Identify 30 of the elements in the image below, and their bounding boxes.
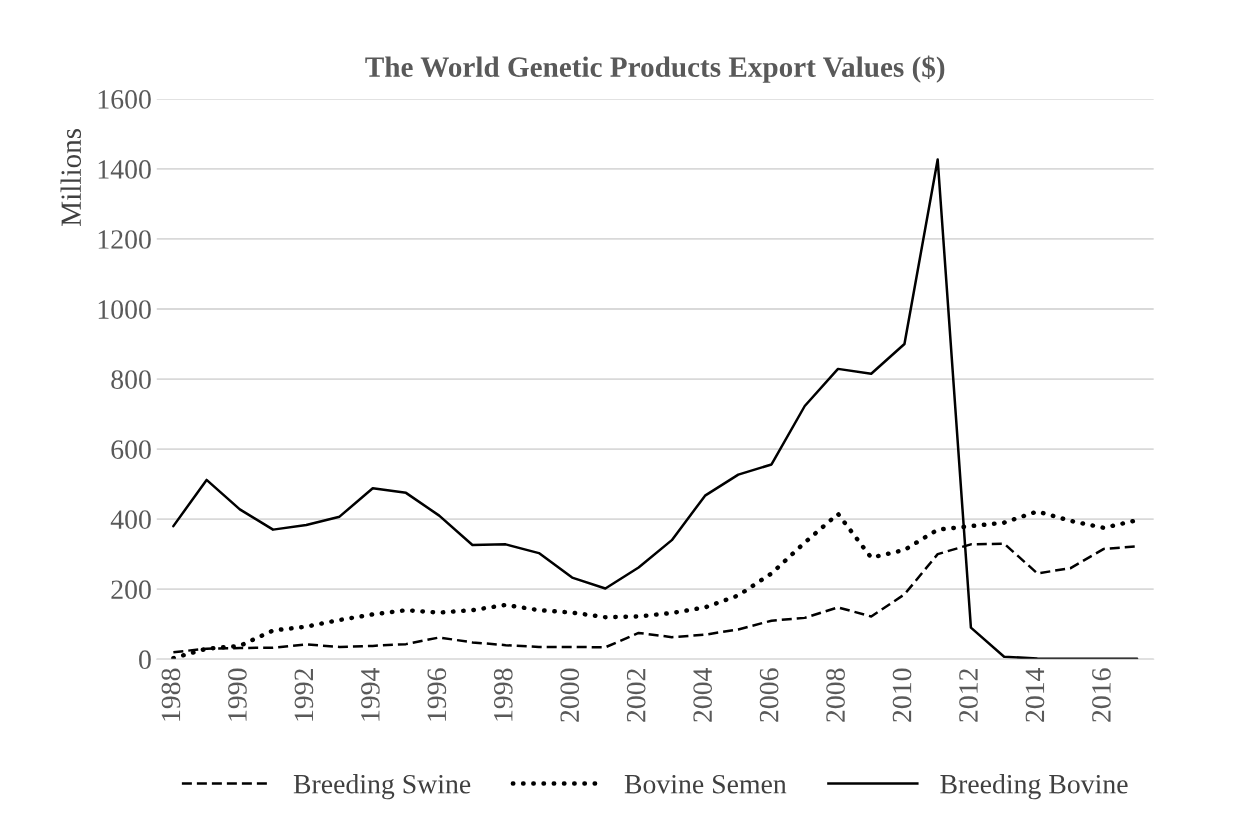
- y-axis-title: Millions: [60, 128, 82, 226]
- x-tick-label: 2012: [959, 669, 978, 722]
- y-tick-label: 1000: [98, 300, 151, 319]
- y-tick-label: 400: [110, 510, 151, 530]
- x-tick-label: 2008: [826, 668, 845, 722]
- x-tick-label: 2016: [1092, 668, 1111, 722]
- x-tick-label: 2006: [759, 668, 779, 722]
- y-tick-label: 800: [111, 370, 151, 389]
- x-tick-label: 2000: [560, 668, 580, 722]
- x-tick-label: 2014: [1025, 667, 1045, 722]
- y-tick-label: 1200: [98, 230, 151, 249]
- legend-label: Bovine Semen: [624, 774, 787, 794]
- x-tick-label: 1992: [294, 669, 314, 721]
- x-tick-label: 2004: [693, 667, 713, 722]
- x-tick-label: 1988: [161, 668, 181, 721]
- legend-label: Breeding Bovine: [940, 774, 1128, 800]
- y-tick-label: 0: [139, 650, 151, 670]
- chart-title: The World Genetic Products Export Values ($): [365, 55, 945, 83]
- x-tick-label: 1994: [361, 667, 380, 721]
- x-tick-label: 1996: [427, 668, 447, 721]
- x-tick-label: 2002: [626, 669, 646, 722]
- y-tick-label: 1400: [98, 160, 151, 179]
- legend-label: Breeding Swine: [293, 774, 471, 800]
- y-tick-label: 200: [111, 580, 151, 600]
- x-tick-label: 2010: [892, 668, 912, 722]
- x-tick-label: 1998: [493, 668, 513, 721]
- y-tick-label: 600: [111, 440, 151, 459]
- x-tick-label: 1990: [228, 668, 247, 721]
- line-series: [172, 158, 1139, 660]
- y-tick-label: 1600: [98, 90, 151, 109]
